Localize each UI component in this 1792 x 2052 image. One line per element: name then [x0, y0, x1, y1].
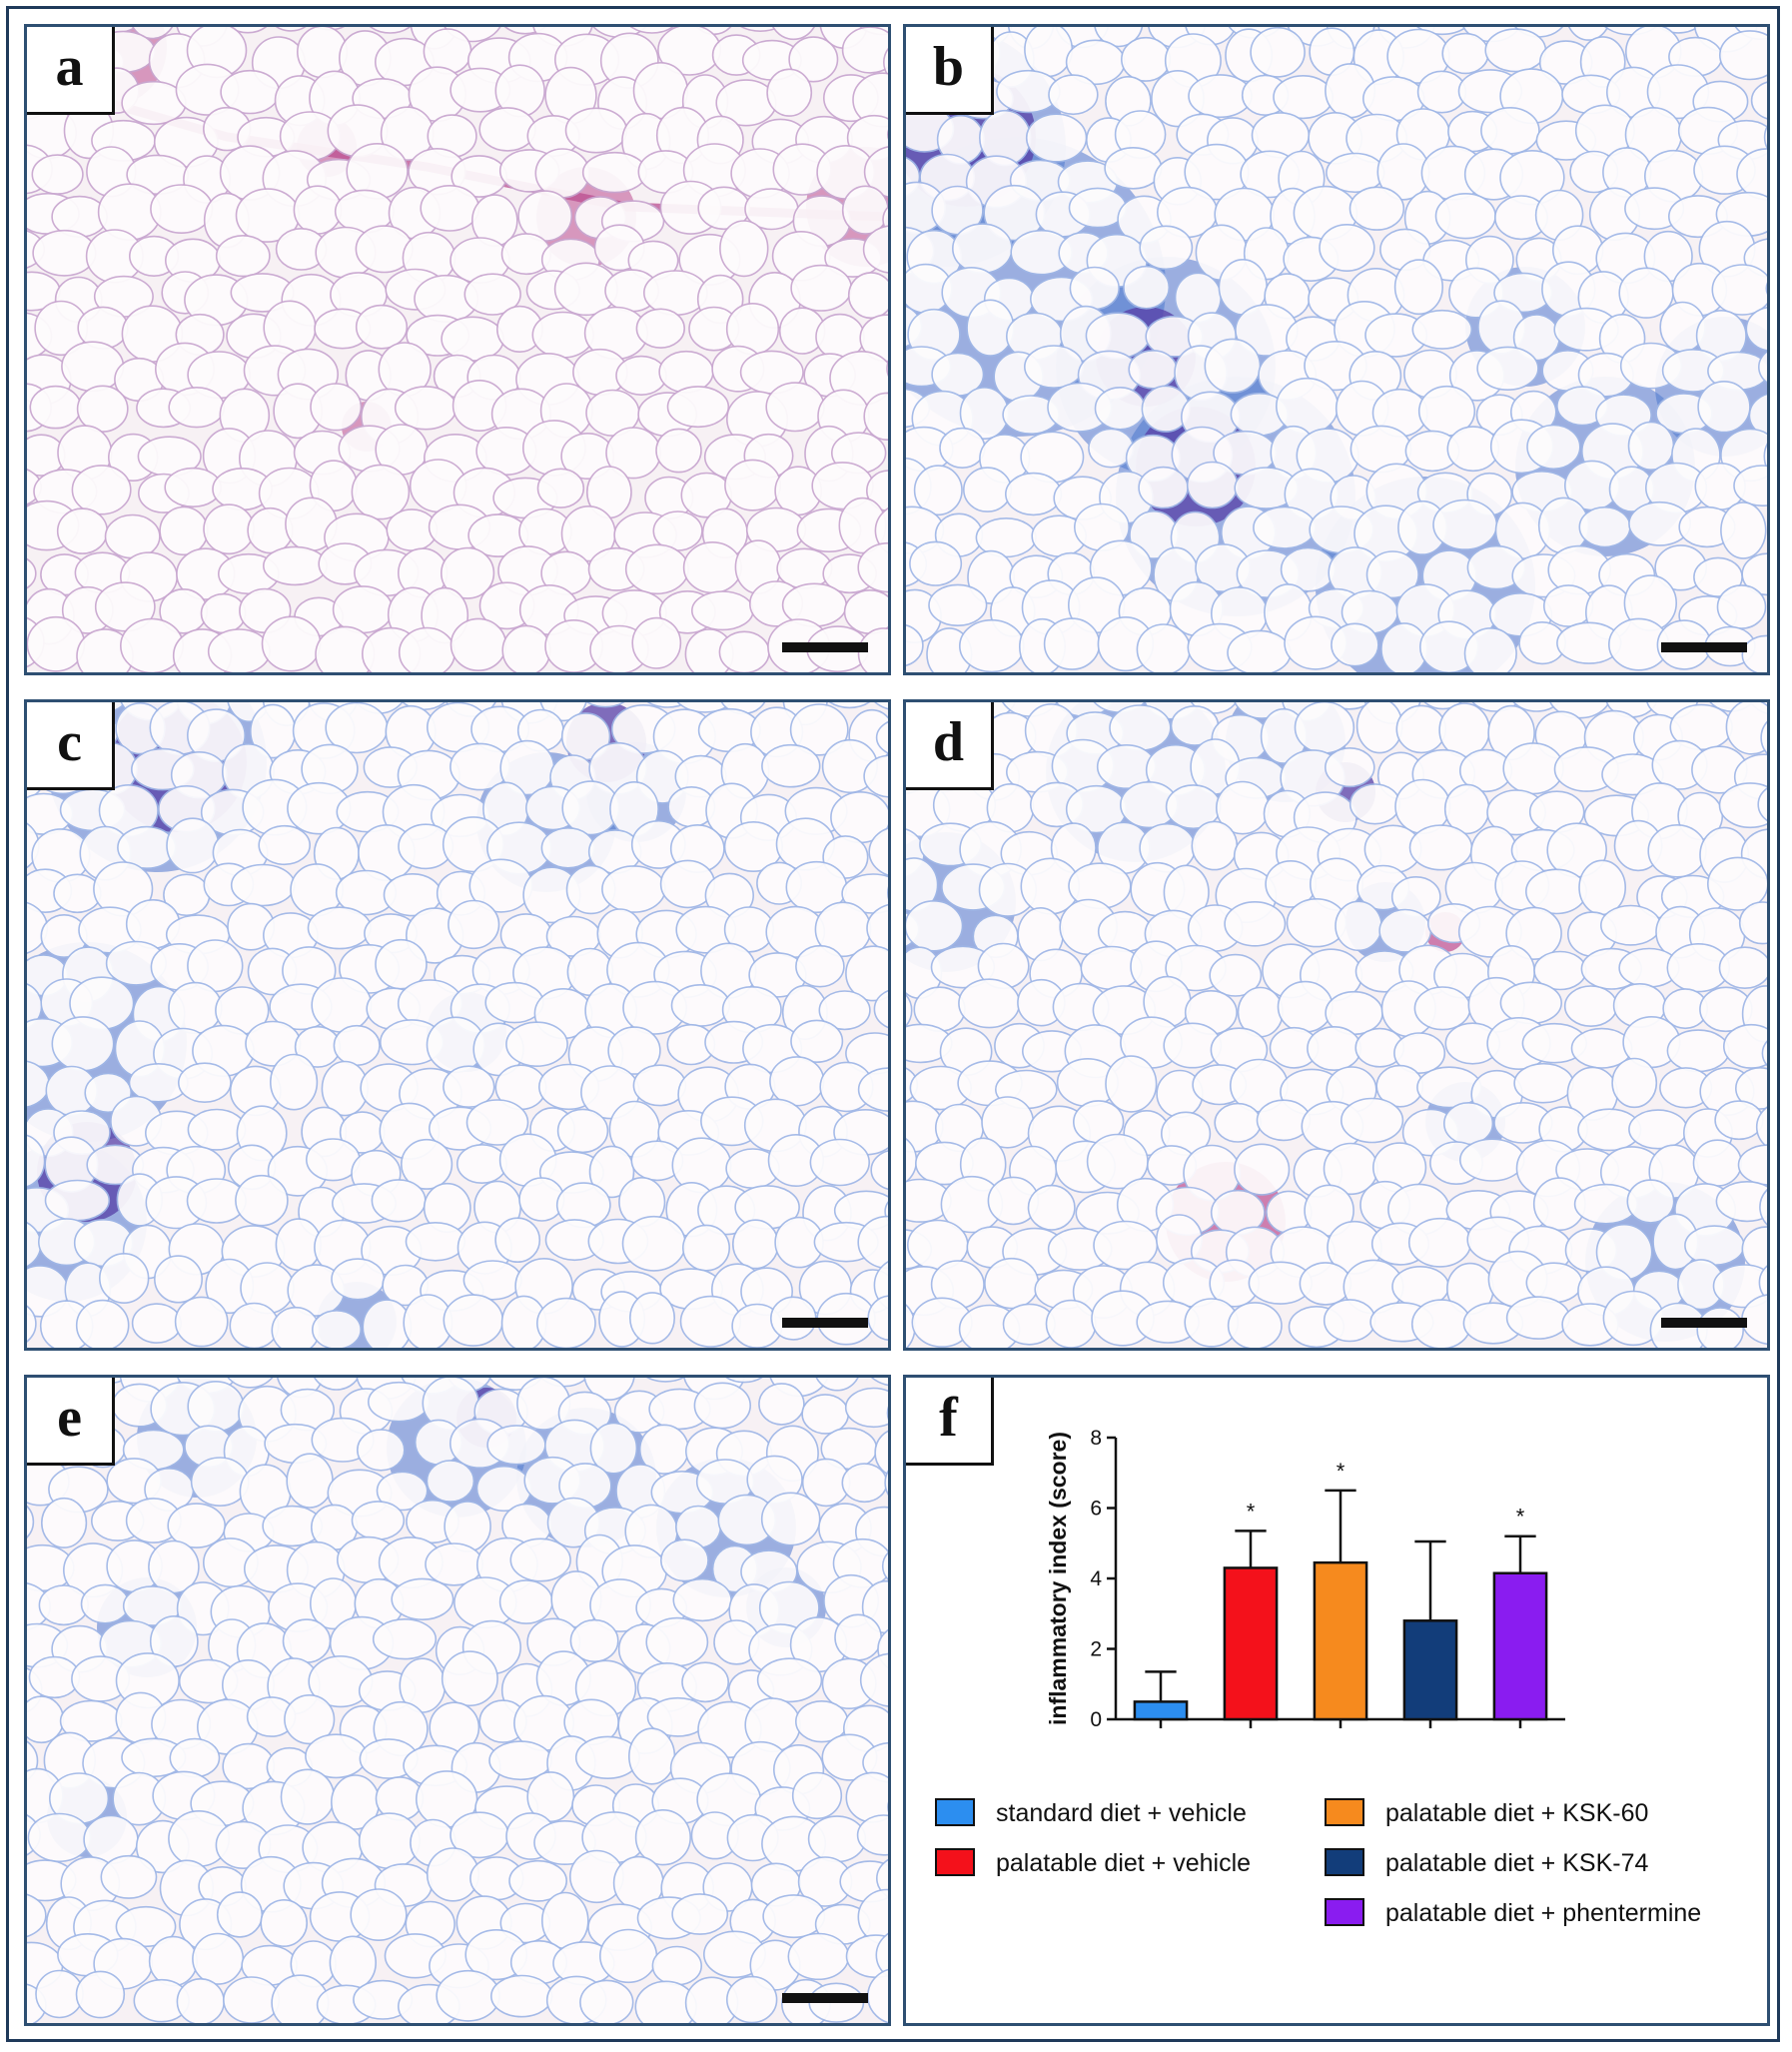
- micrograph-panel-a: a: [24, 24, 891, 675]
- bar-chart: 0 2 4 6 8 inflammatory index (score) * * * standa…: [935, 1427, 1701, 1927]
- significance-star: *: [1247, 1499, 1256, 1524]
- scale-bar-e: [782, 1993, 868, 2003]
- significance-star: *: [1337, 1459, 1345, 1484]
- scale-bar-d: [1661, 1318, 1747, 1328]
- y-tick-label: 2: [1090, 1638, 1102, 1661]
- legend-entry: palatable diet + phentermine: [1385, 1899, 1701, 1927]
- y-tick-label: 8: [1090, 1427, 1102, 1450]
- legend-swatch: [935, 1848, 975, 1876]
- tissue-image-b: [906, 27, 1767, 672]
- legend-entry: palatable diet + vehicle: [996, 1849, 1251, 1877]
- y-tick-label: 0: [1090, 1708, 1102, 1731]
- panel-label-a: a: [27, 27, 115, 115]
- bar: [1402, 1619, 1458, 1721]
- scale-bar-c: [782, 1318, 868, 1328]
- scale-bar-a: [782, 642, 868, 652]
- bar: [1313, 1560, 1368, 1721]
- legend-entry: palatable diet + KSK-60: [1385, 1799, 1648, 1827]
- y-tick-label: 4: [1090, 1567, 1102, 1590]
- micrograph-panel-b: b: [903, 24, 1770, 675]
- bar: [1133, 1700, 1189, 1721]
- legend-swatch: [935, 1798, 975, 1826]
- tissue-image-d: [906, 702, 1767, 1348]
- micrograph-panel-d: d: [903, 699, 1770, 1351]
- legend-entry: palatable diet + KSK-74: [1385, 1849, 1648, 1877]
- y-axis-label: inflammatory index (score): [1045, 1432, 1071, 1725]
- legend-swatch: [1325, 1848, 1364, 1876]
- panel-label-f: f: [906, 1378, 994, 1466]
- y-tick-label: 6: [1090, 1498, 1102, 1521]
- micrograph-panel-c: c: [24, 699, 891, 1351]
- legend-swatch: [1325, 1898, 1364, 1926]
- panel-label-c: c: [27, 702, 115, 790]
- panel-label-b: b: [906, 27, 994, 115]
- legend-entry: standard diet + vehicle: [996, 1799, 1247, 1827]
- chart-panel-f: 0 2 4 6 8 inflammatory index (score) * * * standa…: [903, 1375, 1770, 2026]
- legend-swatch: [1325, 1798, 1364, 1826]
- tissue-image-e: [27, 1378, 888, 2023]
- scale-bar-b: [1661, 642, 1747, 652]
- tissue-image-a: [27, 27, 888, 672]
- panel-label-e: e: [27, 1378, 115, 1466]
- micrograph-panel-e: e: [24, 1375, 891, 2026]
- panel-label-d: d: [906, 702, 994, 790]
- bar: [1223, 1566, 1279, 1721]
- tissue-image-c: [27, 702, 888, 1348]
- bar: [1492, 1571, 1548, 1721]
- significance-star: *: [1516, 1505, 1525, 1530]
